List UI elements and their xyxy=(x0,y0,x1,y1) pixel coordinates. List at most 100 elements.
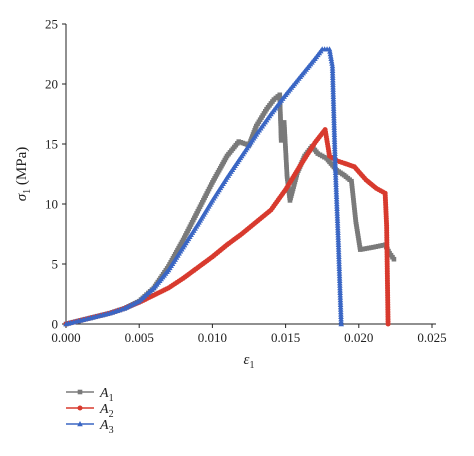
series-a1-point xyxy=(277,106,283,112)
series-a1-point xyxy=(278,111,283,117)
x-tick-label: 0.020 xyxy=(344,330,373,345)
legend-a2: A2 xyxy=(66,402,114,420)
x-tick-label: 0.025 xyxy=(417,330,446,345)
series-a1-point xyxy=(349,186,355,191)
series-a3-point xyxy=(327,51,334,57)
y-tick-label: 20 xyxy=(45,77,58,92)
series-a3-point xyxy=(328,58,335,64)
series-a1-point xyxy=(350,193,356,198)
series-a1-point xyxy=(282,131,288,137)
series-a1-point xyxy=(350,195,356,201)
series-a3-line xyxy=(65,48,342,325)
series-a1-point xyxy=(278,116,283,122)
y-axis-unit: (MPa) xyxy=(14,147,30,189)
series-a1-point xyxy=(284,164,289,170)
series-a1-point xyxy=(349,181,355,186)
series-a1-point xyxy=(282,136,288,142)
legend-a3-label-symbol: A xyxy=(99,418,109,433)
y-tick-label: 15 xyxy=(45,137,58,152)
x-axis-symbol: ε xyxy=(244,352,250,368)
series-a1-point xyxy=(282,134,288,139)
legend-a3-swatch-marker xyxy=(77,421,83,427)
series-a1-point xyxy=(391,256,397,262)
legend-a2-label-subscript: 2 xyxy=(109,409,114,420)
series-a1-point xyxy=(373,244,379,250)
legend-a3: A3 xyxy=(66,418,114,436)
series-a1-point xyxy=(283,143,288,149)
series-a1-point xyxy=(282,141,288,146)
series-a3-point xyxy=(329,60,335,66)
series-a1-point xyxy=(283,152,289,158)
y-axis-title: σ1 (MPa) xyxy=(14,147,33,201)
series-a1-point xyxy=(286,190,292,196)
legend-a1-label-subscript: 1 xyxy=(109,393,114,404)
series-a1-point xyxy=(349,178,354,184)
series-a1-point xyxy=(375,243,381,249)
series-a1-point xyxy=(350,188,355,194)
series-a2-point xyxy=(385,321,391,327)
series-a1-point xyxy=(282,129,287,135)
series-a1-point xyxy=(284,171,290,177)
series-a1 xyxy=(63,92,397,327)
series-a1-point xyxy=(284,174,290,179)
legend-a2-label: A2 xyxy=(99,402,114,420)
series-a1-point xyxy=(349,183,355,189)
series-a1-point xyxy=(281,120,287,125)
legend-a3-label: A3 xyxy=(99,418,114,436)
series-a1-point xyxy=(351,200,357,206)
series-a1-point xyxy=(352,212,358,218)
legend-a1-swatch-marker xyxy=(77,389,83,395)
series-a1-point xyxy=(352,210,358,215)
series-a1-point xyxy=(284,167,289,172)
x-tick-label: 0.015 xyxy=(271,330,300,345)
series-a1-point xyxy=(277,92,283,98)
legend-a3-label-subscript: 3 xyxy=(109,425,114,436)
series-a1-point xyxy=(351,198,356,203)
series-a3-point xyxy=(326,46,333,52)
series-a1-point xyxy=(378,243,383,249)
series-a1-point xyxy=(285,178,290,184)
y-axis-subscript: 1 xyxy=(22,189,33,194)
x-ticks: 0.000 0.005 0.010 0.015 0.020 0.025 xyxy=(51,324,447,345)
series-a1-point xyxy=(277,97,283,102)
series-a1-point xyxy=(284,169,290,175)
series-a3-point xyxy=(327,53,334,59)
series-a1-point xyxy=(277,94,283,100)
series-a1-point xyxy=(380,242,386,248)
series-a1-point xyxy=(282,124,287,130)
series-a1-point xyxy=(285,176,290,182)
series-a1-point xyxy=(353,214,358,220)
series-a1-point xyxy=(278,121,283,126)
legend-a1-label-symbol: A xyxy=(99,386,109,401)
axes xyxy=(65,24,436,325)
y-tick-label: 0 xyxy=(52,317,59,332)
series-a1-point xyxy=(282,138,288,144)
series-a1-line xyxy=(65,94,395,325)
series-a1-point xyxy=(371,244,376,250)
series-a1-point xyxy=(278,123,284,129)
series-a1-point xyxy=(283,157,289,163)
series-a1-point xyxy=(351,202,357,208)
series-a3-point xyxy=(338,321,345,327)
series-a1-point xyxy=(286,188,292,194)
series-a1-point xyxy=(283,155,289,160)
series-a1-point xyxy=(278,114,283,119)
series-a1-point xyxy=(281,122,287,128)
series-a1-point xyxy=(277,109,283,114)
y-tick-label: 5 xyxy=(52,257,59,272)
y-ticks: 0 5 10 15 20 25 xyxy=(45,17,66,332)
series-a1-point xyxy=(353,217,358,222)
legend-a1: A1 xyxy=(66,386,114,404)
x-tick-label: 0.005 xyxy=(125,330,154,345)
x-axis-subscript: 1 xyxy=(249,360,254,371)
series-a1-point xyxy=(282,127,287,132)
x-tick-label: 0.010 xyxy=(198,330,227,345)
x-tick-label: 0.000 xyxy=(51,330,80,345)
series-a3-point xyxy=(328,55,334,61)
series-a3 xyxy=(63,46,345,327)
series-a1-point xyxy=(283,148,288,153)
series-a1-point xyxy=(352,205,357,210)
series-a1-point xyxy=(284,162,289,167)
